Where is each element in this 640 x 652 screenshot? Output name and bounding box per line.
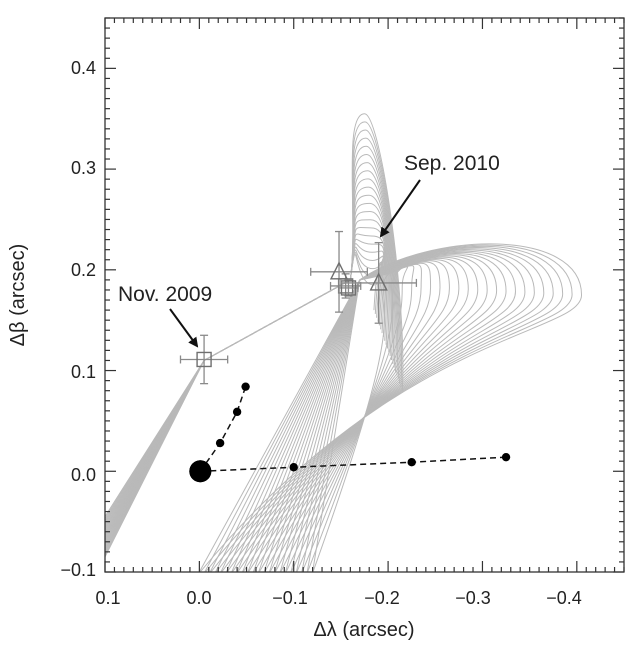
x-axis-title: Δλ (arcsec) [313,619,414,641]
orbit-curve [279,261,441,572]
y-tick-label: 0.0 [71,465,96,485]
track-point [407,458,416,467]
x-tick-label: 0.1 [95,588,120,608]
square-marker [196,351,212,368]
annotation-nov-2009: Nov. 2009 [118,283,212,306]
annotation-arrow-nov-2009 [169,308,199,348]
x-tick-label: −0.2 [364,588,400,608]
orbit-curve [105,113,404,558]
orbit-curve [105,194,391,538]
y-tick-label: 0.3 [71,158,96,178]
square-marker [340,280,357,296]
primary-dot [189,460,212,483]
y-tick-label: −0.1 [60,560,96,580]
y-tick-label: 0.1 [71,362,96,382]
x-tick-label: −0.4 [546,588,582,608]
orbit-curve [105,178,394,542]
orbit-curve [105,162,396,546]
track-point [501,452,511,462]
data-marks [179,230,511,483]
x-tick-label: 0.0 [186,588,211,608]
orbit-curve [285,262,432,572]
orbit-fan [105,113,583,572]
y-tick-label: 0.4 [71,58,96,78]
y-axis-title: Δβ (arcsec) [7,244,29,347]
track-point [232,407,242,417]
track-point [289,463,298,472]
orbit-curve [247,254,498,572]
orbit-curve [225,249,535,572]
y-tick-label: 0.2 [71,260,96,280]
track-point [215,438,225,448]
x-tick-label: −0.3 [455,588,491,608]
annotation-arrow-sep-2010 [379,179,421,238]
axis-ticks [104,17,625,573]
x-tick-label: −0.1 [272,588,308,608]
annotation-sep-2010: Sep. 2010 [404,152,500,175]
track-point [241,382,250,391]
plot-frame [104,17,625,573]
triangle-marker [369,272,388,291]
triangle-marker [329,261,349,280]
track-line [199,386,247,472]
orbit-curve [105,186,392,540]
track-line [200,456,507,473]
orbit-curve [312,268,399,572]
